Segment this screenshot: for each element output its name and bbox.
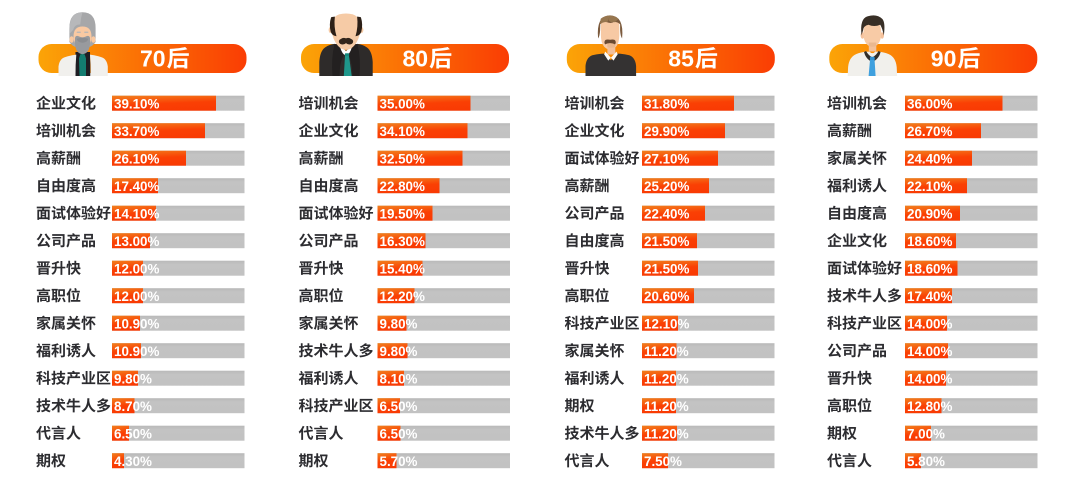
svg-text:21.50%: 21.50% (644, 234, 690, 249)
svg-text:14.10%: 14.10% (114, 206, 160, 221)
svg-text:80: 80 (403, 46, 429, 72)
svg-text:11.20%: 11.20% (644, 399, 689, 414)
svg-text:4.30%: 4.30% (114, 454, 152, 469)
svg-text:15.40%: 15.40% (380, 261, 426, 276)
svg-text:22.10%: 22.10% (907, 179, 953, 194)
svg-text:16.30%: 16.30% (380, 234, 426, 249)
svg-text:14.00%: 14.00% (907, 344, 953, 359)
svg-text:7.00%: 7.00% (907, 426, 945, 441)
svg-text:12.00%: 12.00% (114, 289, 160, 304)
svg-text:85: 85 (668, 46, 694, 72)
svg-text:17.40%: 17.40% (907, 289, 953, 304)
svg-text:8.10%: 8.10% (380, 371, 418, 386)
svg-text:26.70%: 26.70% (907, 124, 953, 139)
svg-text:36.00%: 36.00% (907, 96, 953, 111)
svg-text:35.00%: 35.00% (380, 96, 426, 111)
svg-text:11.20%: 11.20% (644, 371, 689, 386)
svg-text:6.50%: 6.50% (380, 399, 418, 414)
svg-text:34.10%: 34.10% (380, 124, 426, 139)
svg-text:25.20%: 25.20% (644, 179, 690, 194)
svg-text:17.40%: 17.40% (114, 179, 160, 194)
svg-text:70: 70 (140, 46, 166, 72)
svg-text:5.80%: 5.80% (907, 454, 945, 469)
svg-text:24.40%: 24.40% (907, 151, 953, 166)
svg-text:5.70%: 5.70% (380, 454, 418, 469)
svg-text:22.80%: 22.80% (380, 179, 426, 194)
svg-text:10.90%: 10.90% (114, 344, 160, 359)
svg-text:12.10%: 12.10% (644, 316, 690, 331)
svg-text:90: 90 (931, 46, 957, 72)
svg-text:31.80%: 31.80% (644, 96, 690, 111)
svg-text:27.10%: 27.10% (644, 151, 690, 166)
svg-text:21.50%: 21.50% (644, 261, 690, 276)
svg-text:7.50%: 7.50% (644, 454, 682, 469)
svg-text:12.80%: 12.80% (907, 399, 953, 414)
svg-text:12.00%: 12.00% (114, 261, 160, 276)
svg-text:6.50%: 6.50% (380, 426, 418, 441)
svg-text:13.00%: 13.00% (114, 234, 160, 249)
svg-text:29.90%: 29.90% (644, 124, 690, 139)
svg-text:9.80%: 9.80% (380, 316, 418, 331)
svg-text:8.70%: 8.70% (114, 399, 152, 414)
svg-text:6.50%: 6.50% (114, 426, 152, 441)
svg-text:12.20%: 12.20% (380, 289, 426, 304)
svg-text:39.10%: 39.10% (114, 96, 160, 111)
svg-text:18.60%: 18.60% (907, 234, 953, 249)
svg-text:11.20%: 11.20% (644, 344, 689, 359)
svg-text:19.50%: 19.50% (380, 206, 426, 221)
svg-text:9.80%: 9.80% (114, 371, 152, 386)
svg-text:14.00%: 14.00% (907, 316, 953, 331)
svg-text:20.60%: 20.60% (644, 289, 690, 304)
svg-text:14.00%: 14.00% (907, 371, 953, 386)
svg-text:11.20%: 11.20% (644, 426, 689, 441)
svg-text:22.40%: 22.40% (644, 206, 690, 221)
svg-text:18.60%: 18.60% (907, 261, 953, 276)
svg-text:20.90%: 20.90% (907, 206, 953, 221)
svg-text:10.90%: 10.90% (114, 316, 160, 331)
svg-text:33.70%: 33.70% (114, 124, 160, 139)
svg-text:9.80%: 9.80% (380, 344, 418, 359)
svg-text:32.50%: 32.50% (380, 151, 426, 166)
svg-text:26.10%: 26.10% (114, 151, 160, 166)
